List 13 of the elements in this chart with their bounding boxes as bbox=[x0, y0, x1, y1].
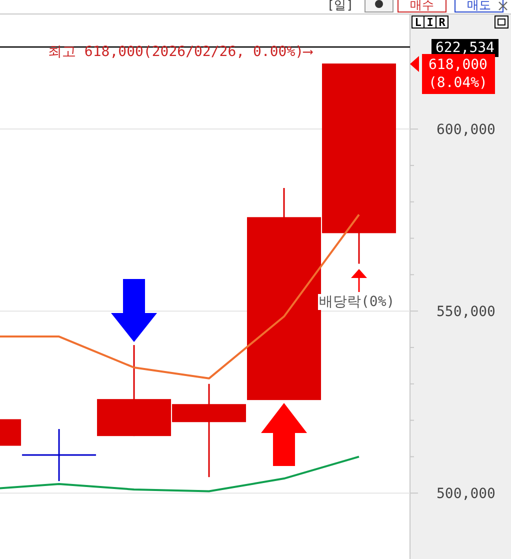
text: 매도 bbox=[467, 0, 491, 12]
text: 매수 bbox=[410, 0, 434, 12]
y-tick-label: 550,000 bbox=[436, 304, 496, 320]
text: L bbox=[414, 16, 422, 29]
text: [일] bbox=[327, 0, 354, 12]
ref-line-label: 622,534 bbox=[435, 40, 495, 56]
y-tick-label: 500,000 bbox=[436, 486, 496, 502]
annotation: 배당락(0%) bbox=[319, 294, 395, 310]
text: 618,000 (8.04%) bbox=[428, 57, 488, 91]
text: R bbox=[438, 16, 446, 29]
text: I bbox=[426, 16, 434, 29]
annotation: 최고 618,000(2026/02/26, 0.00%)⟶ bbox=[48, 44, 314, 60]
y-tick-label: 600,000 bbox=[436, 122, 496, 138]
